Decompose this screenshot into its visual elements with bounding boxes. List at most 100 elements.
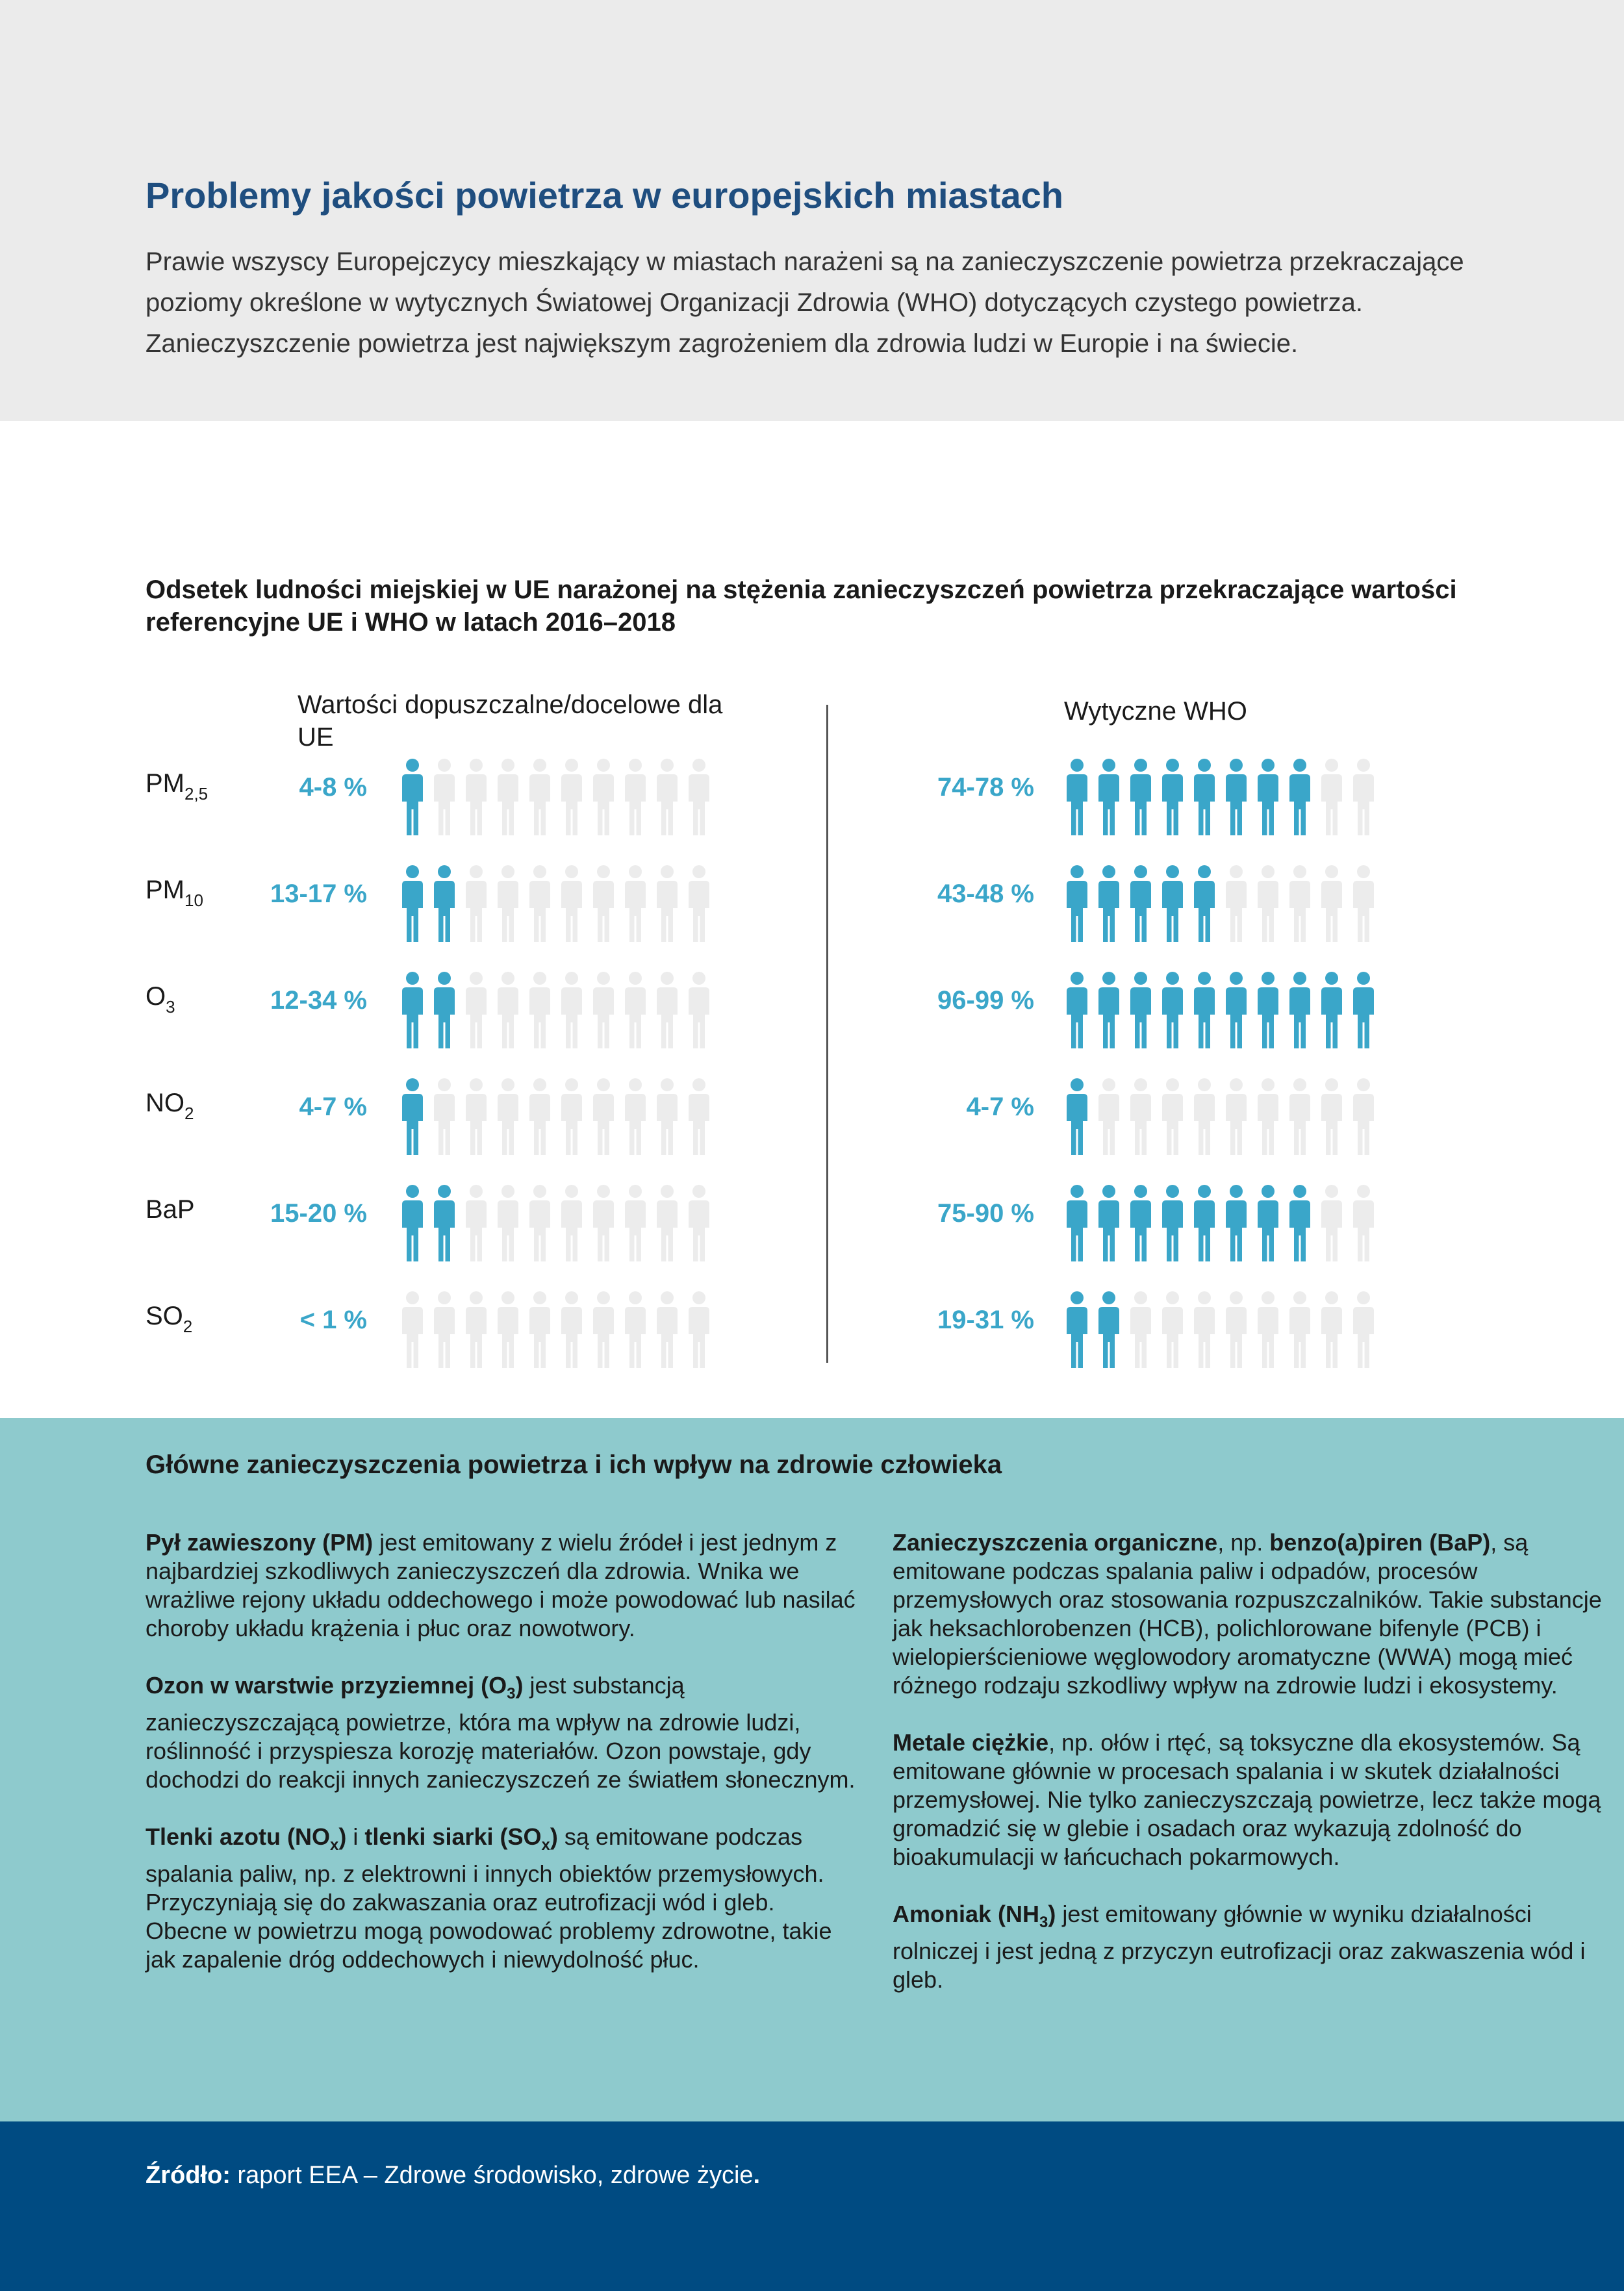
person-empty-icon (1128, 1291, 1154, 1368)
pollutant-subscript: 2 (183, 1317, 193, 1336)
footer-section: Źródło: raport EEA – Zdrowe środowisko, … (0, 2121, 1624, 2291)
person-empty-icon (686, 759, 712, 835)
person-empty-icon (622, 972, 648, 1048)
impacts-title: Główne zanieczyszczenia powietrza i ich … (146, 1450, 1002, 1479)
source-text: raport EEA – Zdrowe środowisko, zdrowe ż… (230, 2162, 754, 2189)
person-empty-icon (654, 1291, 680, 1368)
pollutant-label: BaP (146, 1195, 195, 1224)
percentage-label-who: 96-99 % (937, 986, 1034, 1015)
person-empty-icon (1255, 865, 1281, 942)
person-empty-icon (686, 865, 712, 942)
impact-term: Pył zawieszony (PM) (146, 1529, 374, 1556)
person-empty-icon (686, 972, 712, 1048)
person-empty-icon (1128, 1078, 1154, 1155)
person-empty-icon (463, 1185, 489, 1261)
person-icons-who (1064, 865, 1382, 942)
person-filled-icon (1255, 972, 1281, 1048)
person-filled-icon (431, 865, 457, 942)
person-empty-icon (590, 1078, 616, 1155)
person-icons-ue (400, 865, 718, 942)
person-filled-icon (1128, 865, 1154, 942)
impact-text: jest emitowany głównie w wyniku działaln… (893, 1901, 1586, 1993)
person-empty-icon (1160, 1291, 1186, 1368)
person-empty-icon (559, 865, 585, 942)
impact-term: Tlenki azotu (NOx) (146, 1823, 347, 1854)
person-filled-icon (1064, 1291, 1090, 1368)
chart-title: Odsetek ludności miejskiej w UE narażone… (146, 576, 1457, 637)
impact-term: tlenki siarki (SOx) (364, 1823, 558, 1854)
impact-paragraph: Ozon w warstwie przyziemnej (O3) jest su… (146, 1671, 860, 1794)
person-empty-icon (622, 1078, 648, 1155)
person-filled-icon (1096, 865, 1122, 942)
person-empty-icon (527, 865, 553, 942)
impact-text: jest emitowany z wielu źródeł i jest jed… (146, 1529, 856, 1641)
person-filled-icon (1160, 1185, 1186, 1261)
person-filled-icon (1160, 759, 1186, 835)
person-empty-icon (1255, 1078, 1281, 1155)
person-filled-icon (1128, 1185, 1154, 1261)
person-filled-icon (1160, 865, 1186, 942)
person-empty-icon (463, 972, 489, 1048)
impact-term: benzo(a)piren (BaP) (1269, 1529, 1491, 1556)
person-filled-icon (400, 865, 425, 942)
percentage-label-ue: 13-17 % (270, 880, 367, 908)
pollutant-subscript: 2,5 (184, 784, 209, 804)
person-filled-icon (400, 1185, 425, 1261)
person-empty-icon (622, 759, 648, 835)
person-icons-who (1064, 759, 1382, 835)
person-empty-icon (654, 1185, 680, 1261)
pollutant-subscript: 10 (184, 891, 203, 910)
impact-paragraph: Tlenki azotu (NOx) i tlenki siarki (SOx)… (146, 1823, 860, 1974)
pollutant-name: BaP (146, 1195, 195, 1224)
person-empty-icon (1096, 1078, 1122, 1155)
column-header-who: Wytyczne WHO (1064, 697, 1247, 726)
source-label: Źródło: (146, 2162, 231, 2189)
person-empty-icon (495, 759, 521, 835)
person-empty-icon (1351, 1078, 1377, 1155)
person-empty-icon (654, 972, 680, 1048)
column-divider (826, 705, 828, 1363)
impact-text: jest substancją zanieczyszczającą powiet… (146, 1672, 856, 1793)
person-icons-who (1064, 1291, 1382, 1368)
person-icons-ue (400, 759, 718, 835)
person-filled-icon (400, 972, 425, 1048)
impacts-column-right: Zanieczyszczenia organiczne, np. benzo(a… (893, 1528, 1607, 2023)
pollutant-name: PM (146, 876, 184, 904)
person-empty-icon (590, 865, 616, 942)
person-empty-icon (1351, 1291, 1377, 1368)
page-title: Problemy jakości powietrza w europejskic… (146, 175, 1063, 216)
person-empty-icon (463, 865, 489, 942)
person-empty-icon (463, 759, 489, 835)
person-empty-icon (590, 1291, 616, 1368)
person-filled-icon (1064, 865, 1090, 942)
impact-paragraph: Zanieczyszczenia organiczne, np. benzo(a… (893, 1528, 1607, 1700)
person-empty-icon (1319, 865, 1345, 942)
impact-term: Zanieczyszczenia organiczne (893, 1529, 1218, 1556)
person-icons-who (1064, 972, 1382, 1048)
person-filled-icon (1223, 759, 1249, 835)
person-empty-icon (1287, 1291, 1313, 1368)
impact-paragraph: Metale ciężkie, np. ołów i rtęć, są toks… (893, 1728, 1607, 1871)
person-empty-icon (559, 972, 585, 1048)
person-filled-icon (431, 1185, 457, 1261)
pollutant-label: O3 (146, 982, 175, 1017)
person-filled-icon (1064, 1185, 1090, 1261)
person-filled-icon (1351, 972, 1377, 1048)
person-empty-icon (1319, 1291, 1345, 1368)
person-empty-icon (654, 1078, 680, 1155)
person-filled-icon (1191, 1185, 1217, 1261)
person-empty-icon (1319, 759, 1345, 835)
percentage-label-who: 19-31 % (937, 1306, 1034, 1334)
impacts-column-left: Pył zawieszony (PM) jest emitowany z wie… (146, 1528, 860, 2003)
person-empty-icon (1223, 865, 1249, 942)
person-filled-icon (1160, 972, 1186, 1048)
impact-text: , są emitowane podczas spalania paliw i … (893, 1529, 1602, 1699)
person-empty-icon (1255, 1291, 1281, 1368)
percentage-label-ue: 4-8 % (299, 773, 368, 802)
person-filled-icon (1064, 1078, 1090, 1155)
impact-paragraph: Pył zawieszony (PM) jest emitowany z wie… (146, 1528, 860, 1643)
person-empty-icon (527, 1291, 553, 1368)
person-empty-icon (686, 1078, 712, 1155)
person-empty-icon (495, 1078, 521, 1155)
person-empty-icon (495, 1291, 521, 1368)
